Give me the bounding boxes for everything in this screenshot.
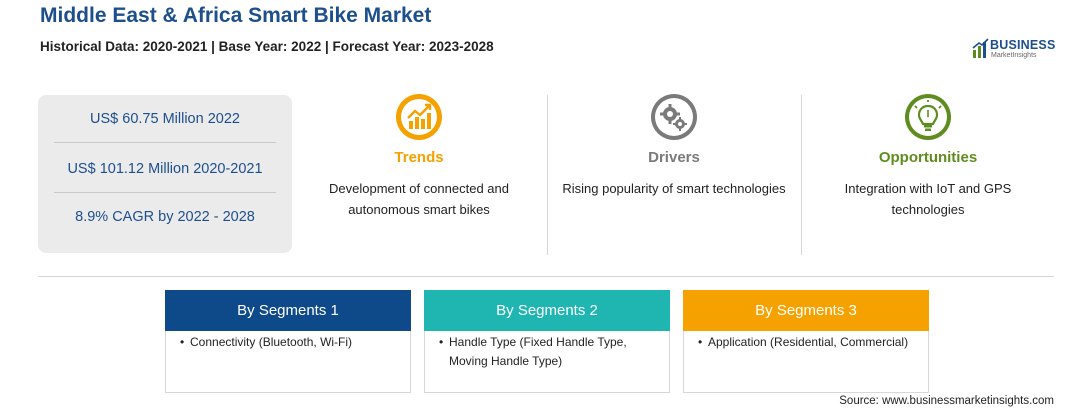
section-divider	[38, 276, 1054, 277]
opportunities-column: Opportunities Integration with IoT and G…	[803, 92, 1053, 252]
column-divider	[801, 95, 802, 255]
logo-mark-icon	[972, 38, 989, 58]
brand-logo: BUSINESS MarketInsights	[972, 38, 1062, 62]
trends-heading: Trends	[394, 149, 444, 166]
stat-divider	[54, 142, 276, 143]
stat-market-size-historical: US$ 101.12 Million 2020-2021	[67, 161, 263, 177]
segment-3-title: By Segments 3	[683, 290, 929, 331]
column-divider	[547, 95, 548, 255]
chart-icon	[394, 92, 444, 142]
logo-text-main: BUSINESS	[990, 38, 1056, 52]
trends-description: Development of connected and autonomous …	[329, 181, 509, 217]
source-note: Source: www.businessmarketinsights.com	[839, 395, 1054, 407]
segment-1-title: By Segments 1	[165, 290, 411, 331]
opportunities-description: Integration with IoT and GPS technologie…	[844, 181, 1012, 217]
stat-cagr: 8.9% CAGR by 2022 - 2028	[75, 209, 255, 225]
segment-2-title: By Segments 2	[424, 290, 670, 331]
segment-2-item: Handle Type (Fixed Handle Type, Moving H…	[439, 333, 659, 371]
page-subtitle: Historical Data: 2020-2021 | Base Year: …	[40, 39, 494, 54]
trends-column: Trends Development of connected and auto…	[294, 92, 544, 252]
logo-text-sub: MarketInsights	[991, 52, 1037, 59]
segment-1-list: Connectivity (Bluetooth, Wi-Fi)	[180, 333, 400, 352]
stat-market-size-2022: US$ 60.75 Million 2022	[90, 111, 240, 127]
market-stats-panel: US$ 60.75 Million 2022 US$ 101.12 Millio…	[38, 95, 292, 253]
segment-3-list: Application (Residential, Commercial)	[698, 333, 918, 352]
segment-2-list: Handle Type (Fixed Handle Type, Moving H…	[439, 333, 659, 371]
drivers-column: Drivers Rising popularity of smart techn…	[549, 92, 799, 252]
segment-card-1: By Segments 1 Connectivity (Bluetooth, W…	[165, 290, 411, 393]
segment-1-item: Connectivity (Bluetooth, Wi-Fi)	[180, 333, 400, 352]
lightbulb-icon	[903, 92, 953, 142]
segment-card-2: By Segments 2 Handle Type (Fixed Handle …	[424, 290, 670, 393]
gears-icon	[649, 92, 699, 142]
drivers-description: Rising popularity of smart technologies	[562, 181, 786, 196]
drivers-heading: Drivers	[648, 149, 700, 166]
opportunities-heading: Opportunities	[878, 149, 978, 166]
stat-divider	[54, 192, 276, 193]
segment-3-item: Application (Residential, Commercial)	[698, 333, 918, 352]
page-title: Middle East & Africa Smart Bike Market	[40, 4, 432, 27]
segment-card-3: By Segments 3 Application (Residential, …	[683, 290, 929, 393]
